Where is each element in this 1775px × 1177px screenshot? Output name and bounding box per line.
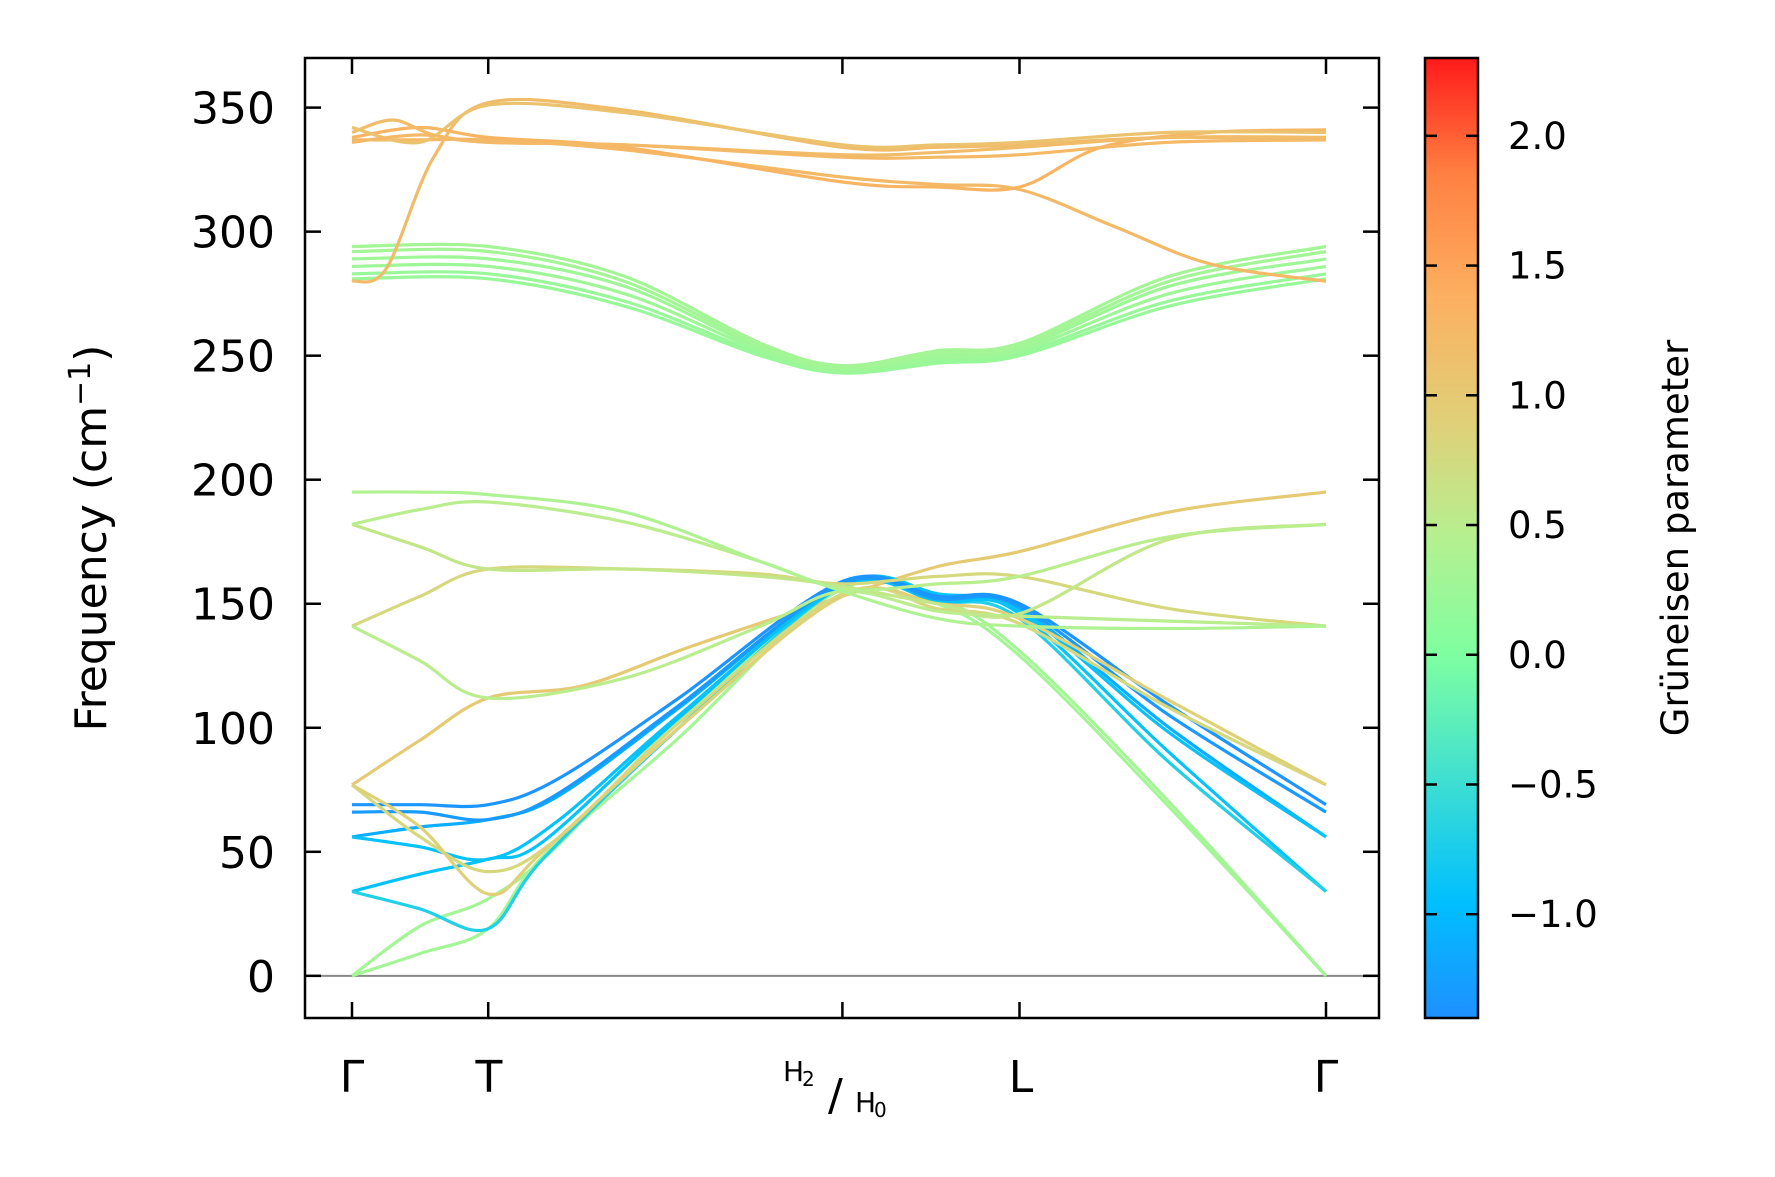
y-tick-label: 350 — [191, 84, 275, 135]
x-tick-label-l: L — [1009, 1052, 1034, 1103]
x-label-h0-top: H — [855, 1086, 876, 1119]
colorbar-ticks: 2.0 1.5 1.0 0.5 0.0 −0.5 −1.0 — [1425, 115, 1598, 936]
axes: 0 50 100 150 200 250 300 350 — [191, 56, 1381, 1020]
x-tick-label-h2-h0: H 2 / H 0 — [783, 1055, 887, 1122]
x-label-h0-sub: 0 — [874, 1098, 887, 1122]
band-line-top-337 — [352, 137, 1327, 283]
y-axis-label-exponent: −1 — [63, 362, 98, 406]
colorbar-tick-label: 1.0 — [1508, 374, 1567, 417]
colorbar-tick-label: 1.5 — [1508, 245, 1567, 288]
band-line-top-336 — [351, 133, 1327, 160]
x-tick-label-gamma-end: Γ — [1314, 1052, 1339, 1103]
band-line-opt-286 — [351, 262, 1327, 373]
band-line-band-182b — [351, 500, 1327, 592]
y-tick-label: 250 — [191, 332, 275, 383]
y-axis-label-main: Frequency (cm — [66, 406, 117, 732]
colorbar-tick-label: 0.5 — [1508, 504, 1567, 547]
x-label-h2-sub: 2 — [802, 1067, 815, 1091]
band-line-band-77b — [351, 585, 1327, 874]
plot-frame — [303, 56, 1381, 1020]
band-lines — [305, 97, 1379, 978]
x-tick-label-gamma-start: Γ — [340, 1052, 365, 1103]
colorbar-label: Grüneisen parameter — [1654, 339, 1697, 736]
band-line-top-342 — [351, 101, 1327, 149]
band-line-opt-292 — [351, 247, 1327, 370]
band-line-acoustic-1 — [351, 576, 1328, 978]
y-tick-label: 200 — [191, 456, 275, 507]
y-tick-label: 150 — [191, 580, 275, 631]
y-tick-label: 300 — [191, 208, 275, 259]
y-tick-label: 50 — [219, 828, 275, 879]
colorbar — [1423, 56, 1480, 1020]
colorbar-tick-label: −1.0 — [1508, 893, 1598, 936]
x-label-slash: / — [828, 1070, 843, 1121]
x-label-h2-top: H — [783, 1055, 804, 1088]
colorbar-tick-label: 2.0 — [1508, 115, 1567, 158]
y-axis-label-close: ) — [66, 345, 117, 362]
band-line-band-77c — [351, 586, 1327, 897]
y-tick-label: 100 — [191, 704, 275, 755]
y-tick-label: 0 — [247, 952, 275, 1003]
band-line-opt-280 — [351, 275, 1327, 375]
band-line-band-141b — [351, 589, 1327, 701]
x-tick-label-t: T — [475, 1052, 503, 1103]
band-line-opt-294 — [351, 242, 1327, 368]
band-line-band-195 — [351, 490, 1327, 631]
y-axis-label: Frequency (cm−1) — [63, 345, 117, 732]
band-line-band-33b — [351, 577, 1328, 933]
band-line-band-56b — [351, 578, 1327, 862]
band-line-opt-283 — [351, 270, 1327, 373]
band-line-band-182 — [351, 522, 1327, 619]
colorbar-tick-label: 0.0 — [1508, 634, 1567, 677]
colorbar-tick-label: −0.5 — [1508, 763, 1598, 806]
